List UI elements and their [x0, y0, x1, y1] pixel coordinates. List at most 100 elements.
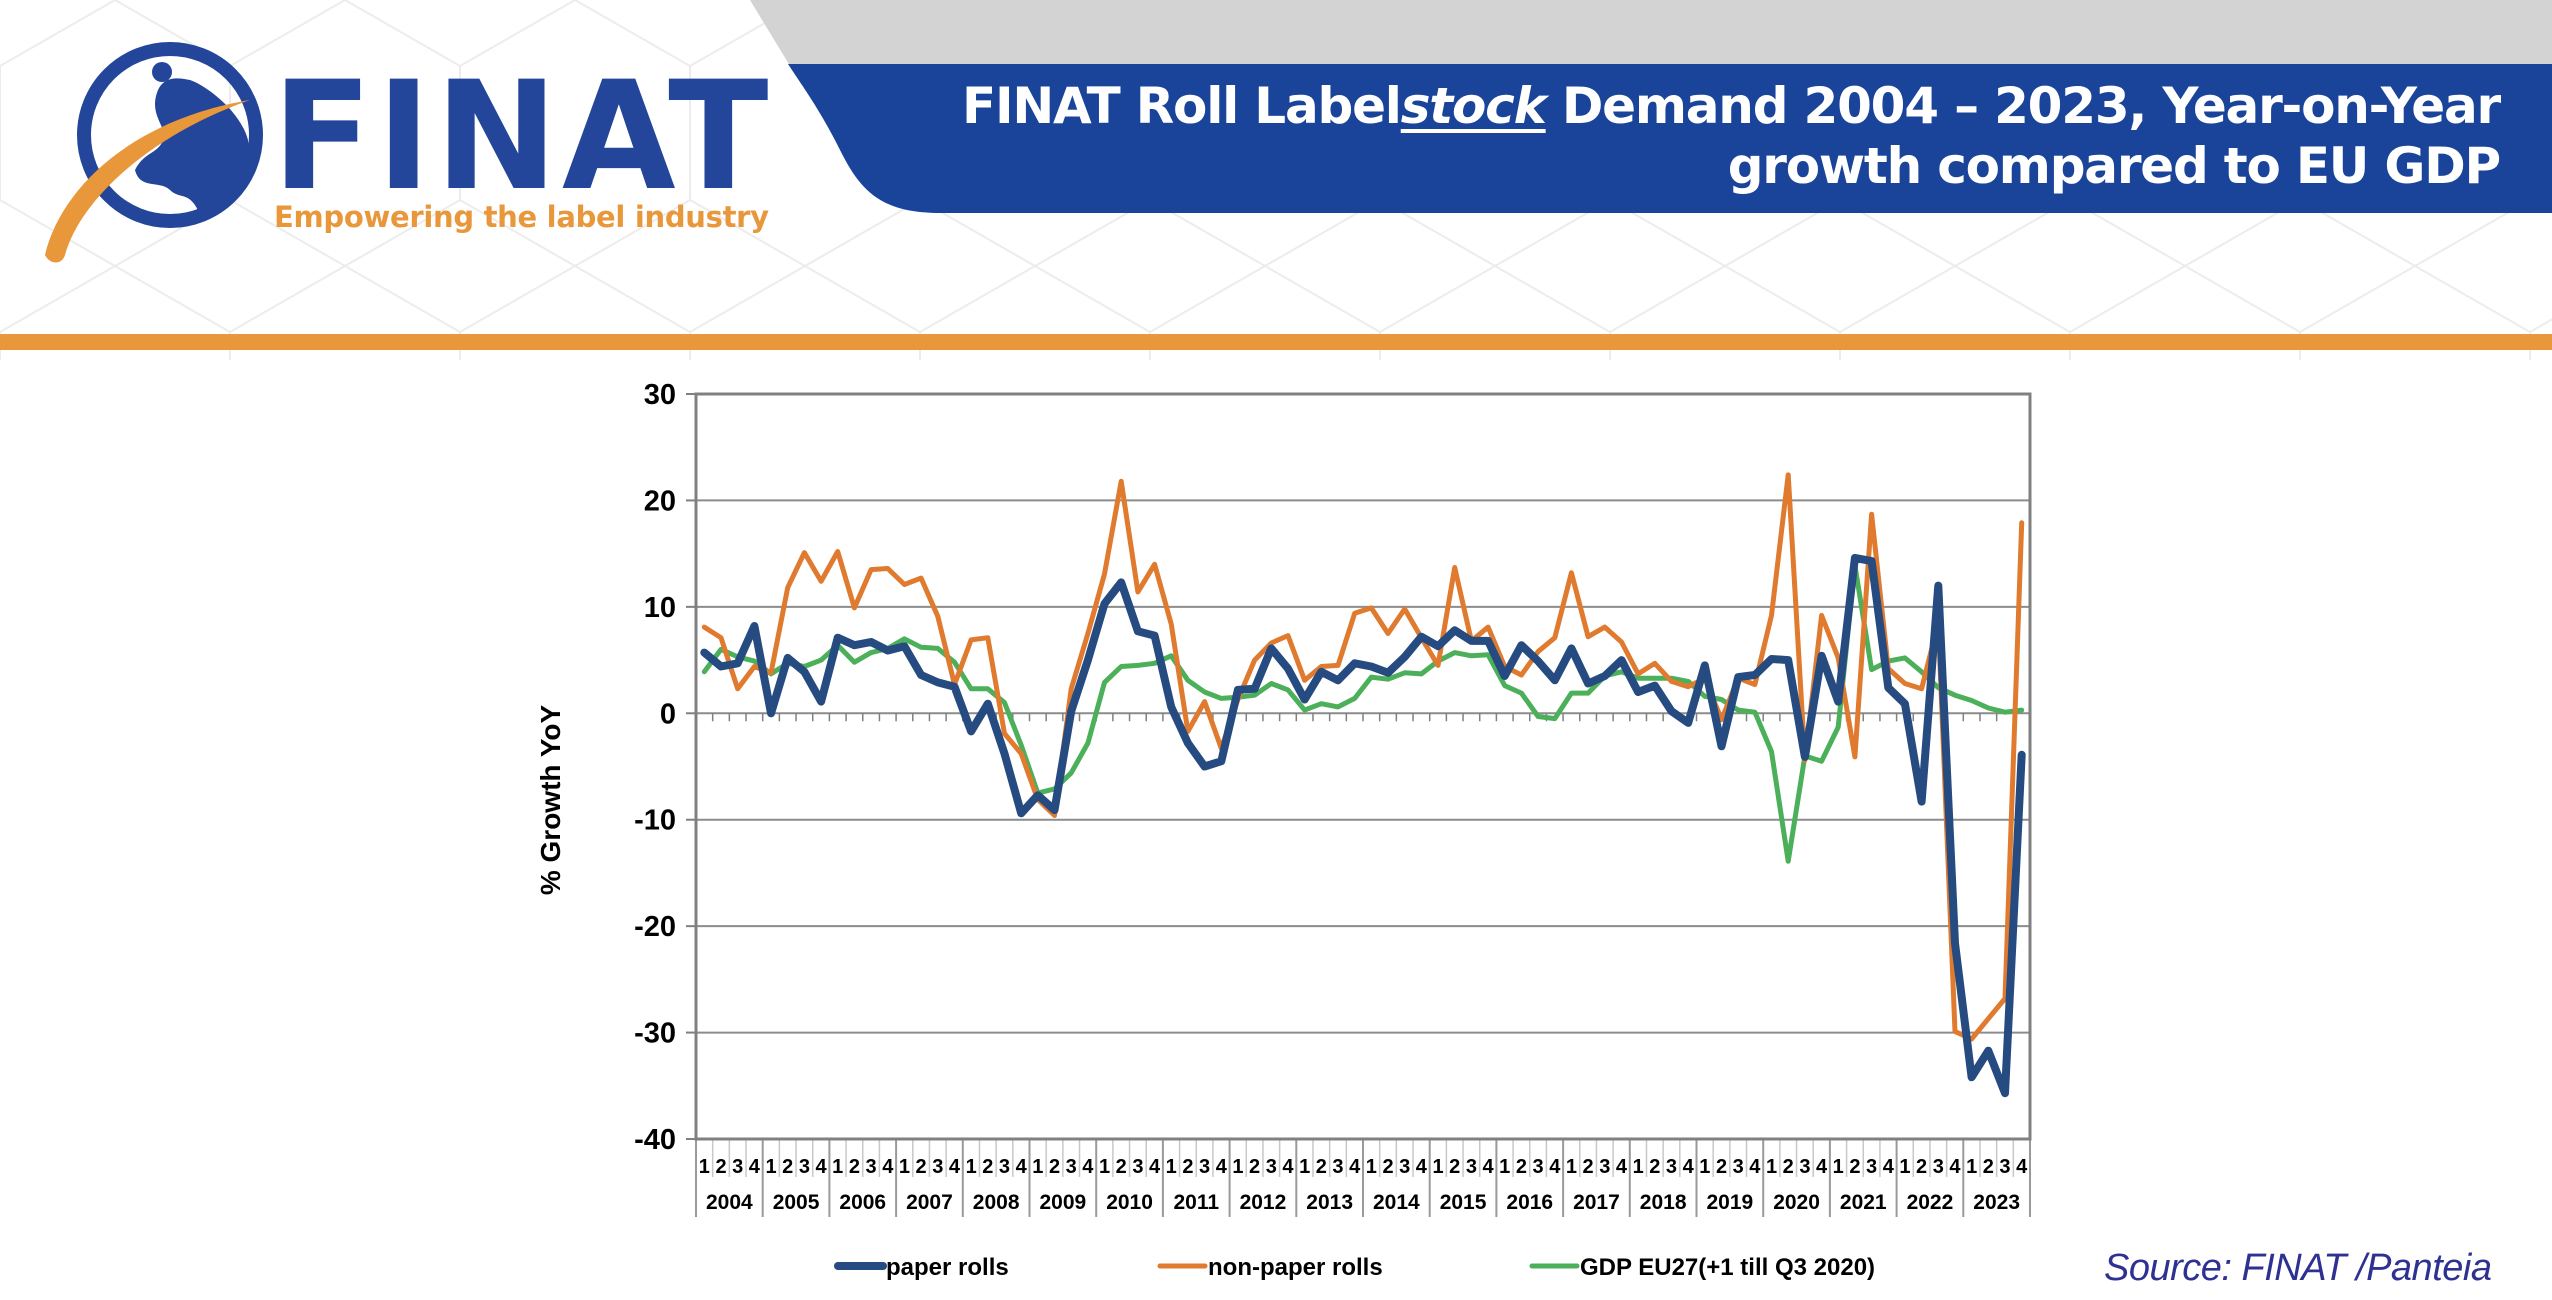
- orange-divider: [0, 334, 2552, 350]
- x-tick-label-quarter: 4: [1883, 1156, 1895, 1178]
- y-tick-label: 30: [644, 379, 676, 411]
- x-tick-label-quarter: 4: [1216, 1156, 1228, 1178]
- x-tick-label-quarter: 1: [1299, 1156, 1310, 1178]
- x-tick-label-year: 2014: [1373, 1191, 1420, 1214]
- legend: paper rolls non-paper rolls GDP EU27(+1 ti…: [834, 1254, 1875, 1281]
- y-tick-label: 0: [660, 698, 676, 730]
- x-tick-label-quarter: 2: [715, 1156, 726, 1178]
- x-tick-label-quarter: 3: [1533, 1156, 1544, 1178]
- series-line-gdp-eu27-1-till-q3-2020-: [701, 562, 2025, 864]
- x-tick-label-quarter: 3: [999, 1156, 1010, 1178]
- logo-tagline: Empowering the label industry: [274, 200, 769, 234]
- x-tick-label-quarter: 2: [849, 1156, 860, 1178]
- x-tick-label-quarter: 3: [1866, 1156, 1877, 1178]
- x-tick-label-quarter: 2: [1916, 1156, 1927, 1178]
- legend-label: paper rolls: [886, 1254, 1009, 1281]
- y-tick-label: -30: [634, 1018, 676, 1050]
- x-tick-label-quarter: 1: [1566, 1156, 1577, 1178]
- x-tick-label-quarter: 3: [1132, 1156, 1143, 1178]
- x-tick-label-quarter: 2: [982, 1156, 993, 1178]
- y-axis: 30 20 10 0 -10 -20 -30 -40: [634, 379, 696, 1156]
- page-title: FINAT Roll Labelstock Demand 2004 – 2023…: [962, 76, 2501, 196]
- x-tick-label-quarter: 4: [1016, 1156, 1028, 1178]
- x-tick-label-quarter: 1: [699, 1156, 710, 1178]
- x-tick-label-quarter: 3: [799, 1156, 810, 1178]
- x-tick-label-quarter: 4: [1416, 1156, 1428, 1178]
- source-note: Source: FINAT /Panteia: [2104, 1247, 2492, 1289]
- x-tick-label-quarter: 4: [1749, 1156, 1761, 1178]
- x-tick-label-quarter: 2: [916, 1156, 927, 1178]
- x-tick-label-year: 2015: [1440, 1191, 1487, 1214]
- x-tick-label-quarter: 1: [1499, 1156, 1510, 1178]
- x-tick-label-quarter: 4: [1349, 1156, 1361, 1178]
- x-tick-label-year: 2008: [973, 1191, 1020, 1214]
- title-line-1: FINAT Roll Labelstock Demand 2004 – 2023…: [962, 76, 2501, 136]
- x-tick-label-year: 2007: [906, 1191, 953, 1214]
- x-tick-label-quarter: 1: [966, 1156, 977, 1178]
- logo-wordmark: FINAT: [272, 50, 773, 224]
- x-tick-label-quarter: 4: [949, 1156, 961, 1178]
- y-tick-label: 20: [644, 485, 676, 517]
- title-line-1-post: Demand 2004 – 2023, Year-on-Year: [1545, 77, 2501, 135]
- x-tick-label-quarter: 3: [1733, 1156, 1744, 1178]
- series-line-paper-rolls: [700, 553, 2026, 1098]
- x-tick-label-year: 2009: [1039, 1191, 1086, 1214]
- y-axis-title: % Growth YoY: [535, 705, 566, 896]
- x-tick-label-quarter: 4: [1282, 1156, 1294, 1178]
- x-tick-label-quarter: 3: [1266, 1156, 1277, 1178]
- title-line-1-pre: FINAT Roll Label: [962, 77, 1402, 135]
- x-tick-label-quarter: 1: [1099, 1156, 1110, 1178]
- x-tick-label-quarter: 3: [866, 1156, 877, 1178]
- y-tick-label: -10: [634, 805, 676, 837]
- title-line-1-emphasis: stock: [1400, 77, 1547, 135]
- banner-grey-band: [750, 0, 2552, 66]
- x-tick-label-quarter: 3: [1799, 1156, 1810, 1178]
- title-line-2: growth compared to EU GDP: [1727, 137, 2501, 195]
- logo-emblem-icon: [45, 42, 263, 263]
- x-tick-label-quarter: 1: [1833, 1156, 1844, 1178]
- x-tick-label-quarter: 2: [1716, 1156, 1727, 1178]
- x-tick-label-quarter: 3: [1466, 1156, 1477, 1178]
- x-tick-label-year: 2006: [839, 1191, 886, 1214]
- x-tick-label-quarter: 3: [1399, 1156, 1410, 1178]
- x-tick-label-quarter: 1: [899, 1156, 910, 1178]
- legend-label: GDP EU27(+1 till Q3 2020): [1580, 1254, 1875, 1281]
- x-tick-label-quarter: 1: [1633, 1156, 1644, 1178]
- x-tick-label-year: 2021: [1840, 1191, 1887, 1214]
- x-tick-label-quarter: 1: [1166, 1156, 1177, 1178]
- y-tick-label: -40: [634, 1124, 676, 1156]
- x-tick-label-quarter: 4: [1683, 1156, 1695, 1178]
- x-tick-label-quarter: 2: [1649, 1156, 1660, 1178]
- x-tick-label-quarter: 3: [1599, 1156, 1610, 1178]
- y-tick-label: 10: [644, 592, 676, 624]
- x-tick-label-quarter: 2: [1249, 1156, 1260, 1178]
- x-tick-label-quarter: 2: [1049, 1156, 1060, 1178]
- x-tick-label-quarter: 1: [1432, 1156, 1443, 1178]
- x-tick-label-quarter: 2: [1783, 1156, 1794, 1178]
- x-tick-label-year: 2004: [706, 1191, 753, 1214]
- plot-frame: [694, 392, 2032, 1141]
- gridlines: [696, 499, 2030, 1034]
- x-tick-label-quarter: 4: [2016, 1156, 2028, 1178]
- x-tick-label-quarter: 1: [832, 1156, 843, 1178]
- x-tick-label-quarter: 2: [1516, 1156, 1527, 1178]
- x-tick-label-year: 2011: [1173, 1191, 1219, 1214]
- x-tick-label-year: 2023: [1973, 1191, 2020, 1214]
- x-tick-label-year: 2016: [1506, 1191, 1553, 1214]
- x-tick-label-quarter: 3: [732, 1156, 743, 1178]
- x-tick-label-quarter: 4: [1949, 1156, 1961, 1178]
- x-tick-label-year: 2012: [1240, 1191, 1287, 1214]
- x-tick-label-quarter: 1: [1232, 1156, 1243, 1178]
- x-tick-label-quarter: 2: [782, 1156, 793, 1178]
- x-tick-label-quarter: 3: [1933, 1156, 1944, 1178]
- x-tick-label-quarter: 3: [1999, 1156, 2010, 1178]
- x-tick-label-year: 2005: [773, 1191, 820, 1214]
- x-tick-label-quarter: 1: [1899, 1156, 1910, 1178]
- x-tick-label-quarter: 2: [1316, 1156, 1327, 1178]
- x-tick-label-year: 2017: [1573, 1191, 1620, 1214]
- x-tick-label-quarter: 1: [1699, 1156, 1710, 1178]
- x-tick-label-quarter: 2: [1182, 1156, 1193, 1178]
- x-tick-label-year: 2020: [1773, 1191, 1820, 1214]
